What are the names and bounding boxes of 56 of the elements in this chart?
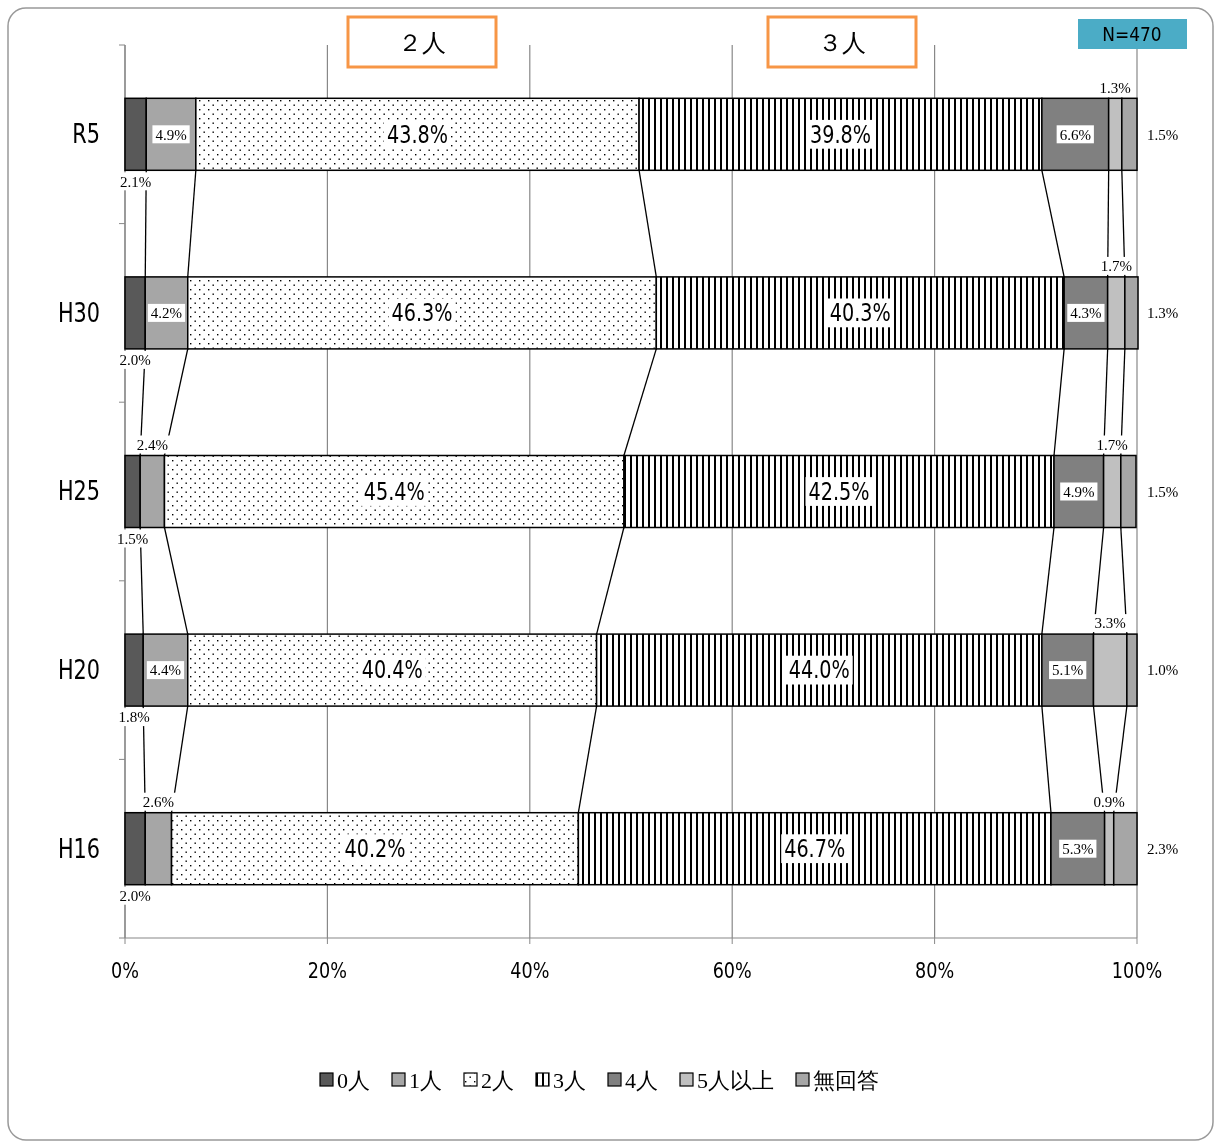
data-label: 1.8% xyxy=(118,709,150,726)
data-label: 2.0% xyxy=(119,352,151,369)
data-label: 5.3% xyxy=(1062,840,1094,857)
data-label: 44.0% xyxy=(788,656,850,685)
data-label: 1.5% xyxy=(116,530,149,547)
data-label: 43.8% xyxy=(386,120,448,149)
x-tick-label: 40% xyxy=(510,958,550,984)
data-label: 2.1% xyxy=(120,173,152,190)
annotation: N=470 xyxy=(1102,22,1162,46)
legend-label: 2人 xyxy=(481,1068,514,1093)
data-label: 0.9% xyxy=(1093,793,1125,810)
data-label: 39.8% xyxy=(810,120,871,149)
data-label: 4.2% xyxy=(150,305,183,322)
data-label: 3.3% xyxy=(1094,615,1126,632)
x-tick-label: 80% xyxy=(915,958,955,984)
data-label: 40.3% xyxy=(829,299,891,327)
x-tick-label: 100% xyxy=(1111,958,1163,984)
y-tick-label: R5 xyxy=(72,119,100,150)
x-tick-label: 20% xyxy=(307,958,347,984)
y-tick-label: H20 xyxy=(57,654,100,686)
annotation: ２人 xyxy=(398,29,446,57)
data-label: 1.3% xyxy=(1147,305,1179,322)
data-label: 4.4% xyxy=(149,662,182,679)
data-label: 1.5% xyxy=(1147,126,1179,143)
data-label: 40.2% xyxy=(344,835,406,863)
x-tick-label: 0% xyxy=(111,958,139,984)
data-label: 2.3% xyxy=(1147,840,1179,857)
data-label: 1.7% xyxy=(1096,436,1128,453)
data-label: 46.3% xyxy=(391,299,453,327)
data-label: 4.3% xyxy=(1070,305,1102,322)
legend-label: 0人 xyxy=(337,1068,370,1093)
data-label: 1.3% xyxy=(1099,79,1131,96)
data-label: 4.9% xyxy=(1063,483,1095,500)
legend-label: 3人 xyxy=(553,1068,586,1093)
data-label: 1.5% xyxy=(1147,483,1179,500)
data-label: 2.0% xyxy=(119,887,151,904)
data-label: 6.6% xyxy=(1059,126,1091,143)
y-tick-label: H25 xyxy=(57,476,100,508)
y-tick-label: H30 xyxy=(57,297,100,329)
data-label: 2.6% xyxy=(142,793,175,810)
data-label: 46.7% xyxy=(784,835,846,863)
data-label: 40.4% xyxy=(361,656,423,685)
legend-label: 5人以上 xyxy=(697,1068,774,1093)
legend-label: 無回答 xyxy=(813,1068,879,1093)
data-label: 45.4% xyxy=(363,477,425,506)
legend-label: 1人 xyxy=(409,1068,442,1093)
legend-label: 4人 xyxy=(625,1068,658,1093)
data-label: 4.9% xyxy=(155,126,187,143)
data-label: 1.0% xyxy=(1147,662,1179,679)
data-label: 2.4% xyxy=(136,436,168,453)
x-tick-label: 60% xyxy=(712,958,752,984)
y-tick-label: H16 xyxy=(57,833,100,865)
data-label: 42.5% xyxy=(808,477,870,506)
data-label: 1.7% xyxy=(1100,258,1132,275)
data-label: 5.1% xyxy=(1052,662,1084,679)
annotation: ３人 xyxy=(818,29,866,57)
